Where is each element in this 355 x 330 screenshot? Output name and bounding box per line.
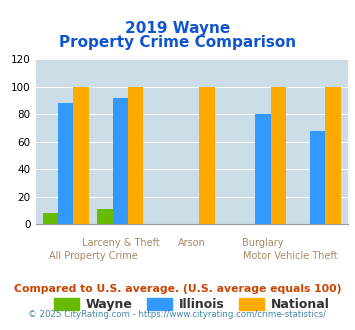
Text: 2019 Wayne: 2019 Wayne [125, 21, 230, 36]
Bar [43, 214, 58, 224]
Bar [97, 209, 113, 224]
Bar [58, 103, 73, 224]
Legend: Wayne, Illinois, National: Wayne, Illinois, National [49, 293, 334, 316]
Text: Burglary: Burglary [242, 238, 284, 248]
Bar [310, 131, 326, 224]
Bar [128, 87, 143, 224]
Text: All Property Crime: All Property Crime [49, 250, 137, 260]
Bar [113, 98, 128, 224]
Text: © 2025 CityRating.com - https://www.cityrating.com/crime-statistics/: © 2025 CityRating.com - https://www.city… [28, 310, 327, 319]
Bar [200, 87, 215, 224]
Bar [326, 87, 341, 224]
Text: Compared to U.S. average. (U.S. average equals 100): Compared to U.S. average. (U.S. average … [14, 284, 341, 294]
Text: Arson: Arson [178, 238, 206, 248]
Bar [271, 87, 286, 224]
Bar [73, 87, 89, 224]
Text: Property Crime Comparison: Property Crime Comparison [59, 35, 296, 50]
Text: Larceny & Theft: Larceny & Theft [82, 238, 159, 248]
Bar [255, 115, 271, 224]
Text: Motor Vehicle Theft: Motor Vehicle Theft [243, 250, 338, 260]
